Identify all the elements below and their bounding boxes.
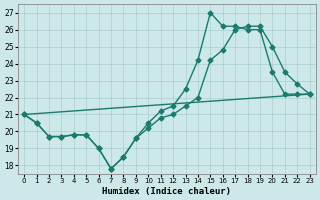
X-axis label: Humidex (Indice chaleur): Humidex (Indice chaleur) xyxy=(102,187,231,196)
